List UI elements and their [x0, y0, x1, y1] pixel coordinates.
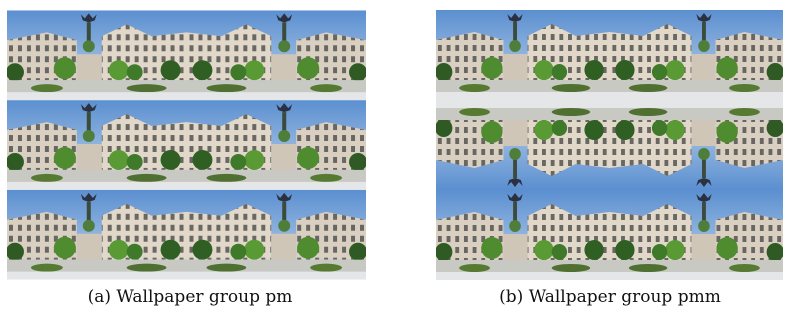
figure-page: (a) Wallpaper group pm (b) Wallpaper gro… [0, 0, 788, 320]
tile [7, 10, 187, 100]
tile [436, 10, 610, 100]
tile [187, 10, 367, 100]
tile [436, 100, 610, 190]
tile [7, 190, 187, 280]
tile [610, 100, 784, 190]
caption: (b) Wallpaper group pmm [420, 287, 788, 307]
caption: (a) Wallpaper group pm [0, 287, 380, 307]
tile [436, 190, 610, 280]
tile [187, 100, 367, 190]
image-pm [7, 10, 366, 280]
tile [610, 190, 784, 280]
tile [7, 100, 187, 190]
tile [610, 10, 784, 100]
image-pmm [436, 10, 783, 280]
tile [187, 190, 367, 280]
